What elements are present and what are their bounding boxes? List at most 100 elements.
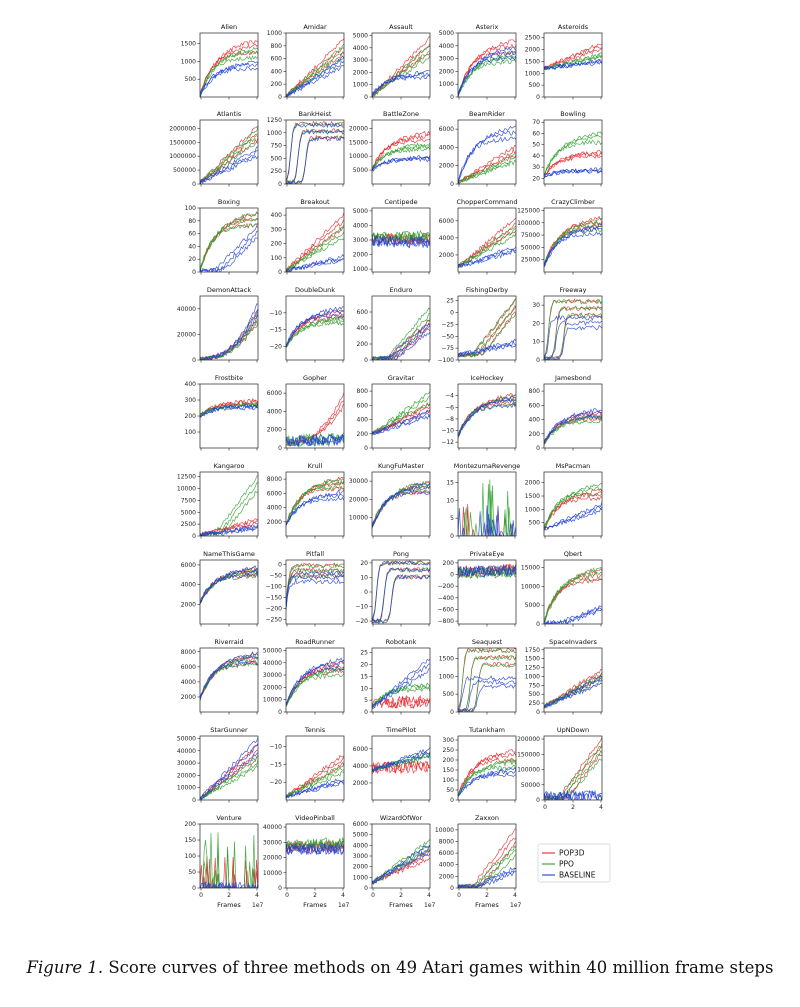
y-tick-label: 0 [536,445,540,452]
y-tick-label: −4 [445,393,454,400]
y-tick-label: 200000 [517,736,540,743]
y-tick-label: 200 [271,241,283,248]
series-line-ppo [544,419,602,444]
series-line-ppo [286,51,344,97]
series-line-pop3d [372,567,430,624]
panel-icehockey: IceHockey −12 −10 −8 −6 −4 [441,374,517,451]
series-line-baseline [200,230,258,272]
y-tick-label: 6000 [353,746,368,753]
series-line-ppo [458,648,516,708]
y-tick-label: 50000 [521,244,540,251]
y-tick-label: −75 [441,345,454,352]
y-tick-label: 5000 [353,167,368,174]
y-tick-label: 0 [450,797,454,804]
panel-title: Freeway [560,286,587,294]
panel-title: VideoPinball [295,814,335,822]
x-tick-label: 4 [427,892,431,899]
panel-wizardofwor: WizardOfWor 0 1000 2000 3000 4000 5000 6000 0 2 4 F… [353,814,436,909]
series-line-baseline [458,866,516,888]
y-tick-label: 4000 [353,45,368,52]
series-line-baseline [200,881,258,888]
panel-frame [457,119,517,185]
y-tick-label: 0 [192,797,196,804]
series-line-ppo [200,318,258,360]
series-line-pop3d [458,749,516,796]
panel-tennis: Tennis −20 −15 −10 [269,726,345,803]
y-tick-label: 30000 [349,478,368,485]
y-tick-label: −10 [355,604,368,611]
y-tick-label: 3000 [353,57,368,64]
series-line-baseline [372,155,430,170]
panel-kangaroo: Kangaroo 0 2500 5000 7500 10000 12500 [177,462,259,540]
x-tick-label: 0 [543,804,547,811]
panel-timepilot: TimePilot 2000 4000 6000 [353,726,431,803]
series-line-baseline [372,157,430,171]
series-line-pop3d [286,47,344,96]
series-line-ppo [200,490,258,536]
y-tick-label: 50 [188,869,196,876]
y-tick-label: 400 [529,417,541,424]
series-line-baseline [200,237,258,272]
series-line-baseline [372,414,430,436]
y-tick-label: 10000 [263,870,282,877]
series-line-baseline [200,655,258,701]
series-line-baseline [286,570,344,610]
series-line-baseline [544,682,602,708]
series-line-baseline [372,845,430,884]
series-line-ppo [544,679,602,709]
y-tick-label: 1250 [525,665,540,672]
panel-title: Asteroids [558,23,589,31]
series-line-baseline [458,564,516,579]
y-tick-label: 0 [364,589,368,596]
atari-score-curves-figure: Alien50010001500Amidar02004006008001000A… [169,23,611,909]
y-tick-label: 200 [357,341,369,348]
y-tick-label: 500 [271,155,283,162]
y-tick-label: 2000 [439,68,454,75]
series-line-baseline [286,129,344,184]
series-line-ppo [372,839,430,884]
y-tick-label: 4000 [267,505,282,512]
series-line-pop3d [544,669,602,707]
panel-frame [285,735,345,801]
series-line-ppo [458,760,516,796]
series-line-baseline [286,65,344,97]
series-line-ppo [200,754,258,800]
series-line-baseline [200,149,258,184]
panel-kungfumaster: KungFuMaster 10000 20000 30000 [349,462,431,539]
series-line-baseline [544,675,602,708]
series-line-baseline [372,560,430,622]
series-line-ppo [544,139,602,178]
series-line-pop3d [200,573,258,601]
series-line-ppo [286,317,344,349]
y-tick-label: 600 [529,402,541,409]
y-tick-label: 2000 [439,873,454,880]
y-tick-label: 1000 [181,58,196,65]
series-line-ppo [544,52,602,70]
series-line-ppo [544,298,602,359]
y-tick-label: 1000 [525,673,540,680]
series-line-pop3d [544,45,602,69]
x-exponent: 1e7 [252,902,264,909]
series-line-ppo [200,211,258,271]
series-line-baseline [372,658,430,708]
y-tick-label: 0 [364,445,368,452]
y-tick-label: 500000 [173,167,196,174]
series-line-baseline [200,737,258,800]
y-tick-label: 0 [364,709,368,716]
series-line-pop3d [372,134,430,170]
series-line-baseline [286,313,344,346]
series-line-baseline [372,234,430,248]
series-line-ppo [286,767,344,799]
y-tick-label: 800 [529,388,541,395]
y-tick-label: 0 [278,445,282,452]
series-line-ppo [544,305,602,360]
series-line-ppo [458,232,516,268]
series-line-ppo [286,135,344,184]
y-tick-label: 40 [532,153,540,160]
y-tick-label: 1000 [439,81,454,88]
panel-privateeye: PrivateEye −800 −600 −400 −200 0 200 [438,550,517,627]
series-line-pop3d [200,211,258,271]
series-line-ppo [372,391,430,435]
y-tick-label: −10 [441,428,454,435]
series-line-baseline [200,660,258,700]
